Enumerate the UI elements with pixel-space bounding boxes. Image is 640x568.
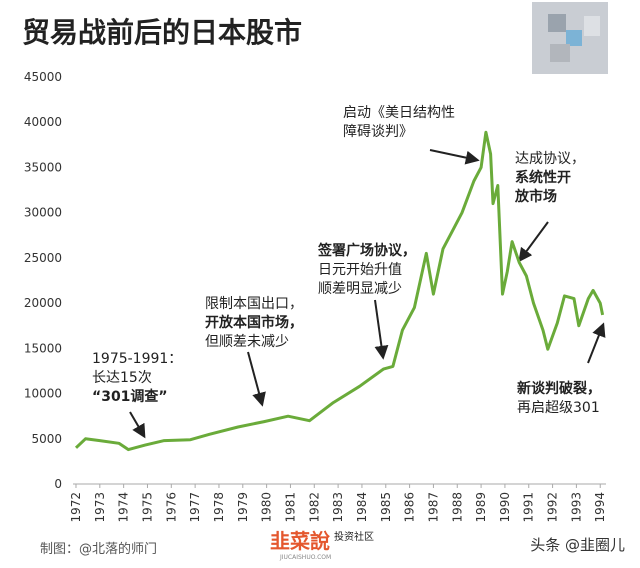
annotation: 日元开始升值 [318, 262, 402, 278]
x-tick-label: 1989 [474, 492, 488, 523]
x-tick-label: 1988 [450, 492, 464, 523]
x-tick-label: 1986 [403, 492, 417, 523]
y-tick-label: 15000 [24, 341, 62, 355]
annotation: 但顺差未减少 [205, 334, 289, 350]
x-tick-label: 1984 [355, 492, 369, 523]
x-tick-label: 1973 [93, 492, 107, 523]
y-tick-label: 35000 [24, 160, 62, 174]
x-tick-label: 1981 [283, 492, 297, 523]
x-tick-label: 1993 [569, 492, 583, 523]
annotation: 长达15次 [92, 370, 152, 386]
annotation: “301调查” [92, 388, 168, 405]
x-tick-label: 1982 [307, 492, 321, 523]
x-tick-label: 1983 [331, 492, 345, 523]
annotation: 达成协议， [515, 151, 585, 167]
watermark: 头条 @韭圈儿 [530, 536, 625, 554]
x-tick-label: 1975 [140, 492, 154, 523]
annotation: 顺差明显减少 [318, 281, 402, 297]
x-tick-label: 1992 [546, 492, 560, 523]
y-tick-label: 10000 [24, 387, 62, 401]
x-tick-label: 1985 [379, 492, 393, 523]
logo: 韭菜說 [270, 529, 330, 553]
blurred-avatar [532, 2, 608, 74]
y-tick-label: 25000 [24, 251, 62, 265]
annotation-arrows [129, 149, 606, 439]
x-tick-label: 1976 [164, 492, 178, 523]
annotation: 障碍谈判》 [343, 124, 413, 140]
y-tick-label: 30000 [24, 206, 62, 220]
x-tick-label: 1990 [498, 492, 512, 523]
logo-url: JIUCAISHUO.COM [279, 554, 331, 561]
x-tick-label: 1991 [522, 492, 536, 523]
y-tick-label: 20000 [24, 296, 62, 310]
x-tick-label: 1974 [117, 492, 131, 523]
annotation: 系统性开 [515, 169, 571, 186]
annotation: 开放本国市场， [205, 314, 303, 331]
x-tick-label: 1977 [188, 492, 202, 523]
annotation: 放市场 [514, 188, 557, 205]
x-tick-label: 1980 [260, 492, 274, 523]
y-tick-label: 0 [54, 477, 62, 491]
annotation: 新谈判破裂， [517, 380, 601, 397]
annotation: 限制本国出口， [205, 296, 303, 312]
x-tick-label: 1994 [593, 492, 607, 523]
y-tick-label: 45000 [24, 70, 62, 84]
credit: 制图：@北落的师门 [40, 541, 157, 557]
annotation: 1975-1991： [92, 351, 182, 367]
chart-title: 贸易战前后的日本股市 [22, 16, 302, 49]
logo-sub: 投资社区 [334, 530, 374, 543]
annotation: 再启超级301 [517, 400, 600, 416]
y-tick-label: 40000 [24, 115, 62, 129]
x-tick-label: 1979 [236, 492, 250, 523]
x-tick-label: 1978 [212, 492, 226, 523]
y-tick-label: 5000 [31, 432, 62, 446]
annotation: 签署广场协议， [317, 242, 416, 259]
x-tick-label: 1987 [426, 492, 440, 523]
x-tick-label: 1972 [69, 492, 83, 523]
annotation: 启动《美日结构性 [343, 105, 455, 121]
line-series [74, 130, 605, 452]
